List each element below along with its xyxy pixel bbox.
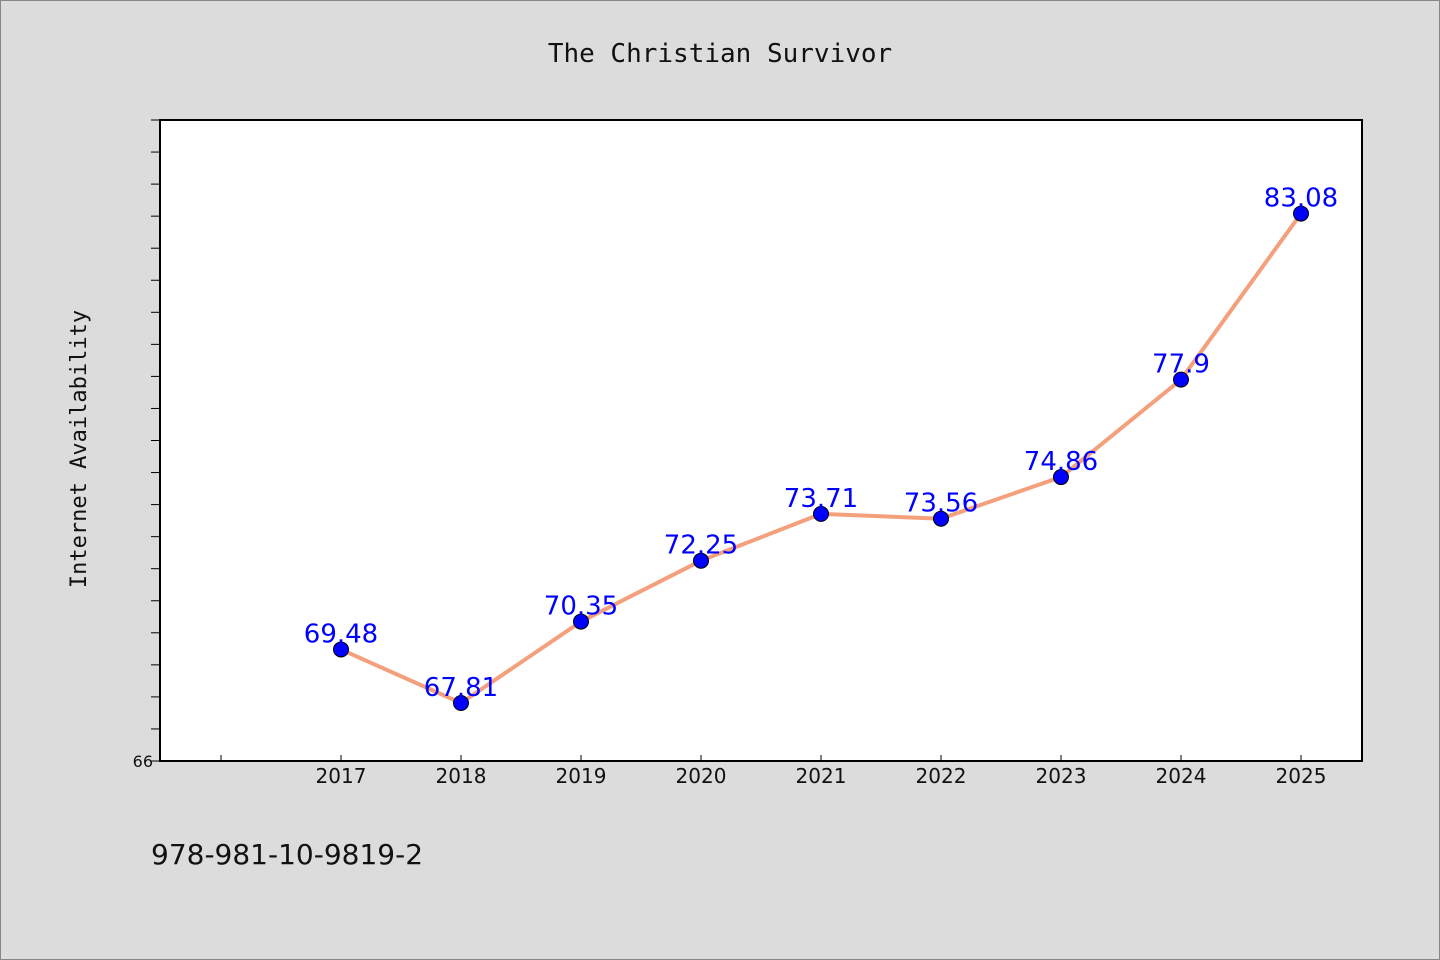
chart-title: The Christian Survivor bbox=[548, 39, 892, 69]
data-point bbox=[573, 613, 589, 630]
data-label: 69.48 bbox=[304, 619, 378, 649]
x-tick-label: 2023 bbox=[1036, 764, 1087, 788]
x-tick-label: 2020 bbox=[676, 764, 727, 788]
data-labels: 69.48 67.81 70.35 72.25 73.71 73.56 74.86 77.9 8… bbox=[304, 184, 1338, 703]
x-tick-label: 2025 bbox=[1276, 764, 1327, 788]
data-markers bbox=[333, 205, 1309, 711]
x-tick-label: 2019 bbox=[556, 764, 607, 788]
data-point bbox=[693, 552, 709, 569]
x-tick-label: 2021 bbox=[796, 764, 847, 788]
x-tick-label: 2024 bbox=[1156, 764, 1207, 788]
x-tick-label: 2022 bbox=[916, 764, 967, 788]
data-point bbox=[1173, 371, 1189, 388]
data-point bbox=[1053, 469, 1069, 486]
footer-code: 978-981-10-9819-2 bbox=[151, 838, 423, 871]
data-label: 77.9 bbox=[1152, 350, 1210, 380]
data-label: 83.08 bbox=[1264, 184, 1338, 214]
data-point bbox=[333, 641, 349, 658]
plot-area bbox=[159, 119, 1363, 762]
data-point bbox=[813, 505, 829, 522]
data-point bbox=[453, 694, 469, 711]
data-label: 74.86 bbox=[1024, 447, 1098, 477]
y-axis-label: Internet Availability bbox=[67, 310, 92, 588]
data-label: 67.81 bbox=[424, 673, 498, 703]
data-label: 73.71 bbox=[784, 484, 858, 514]
y-axis: 66 bbox=[133, 119, 160, 771]
data-point bbox=[1293, 205, 1309, 222]
x-axis: 2017 2018 2019 2020 2021 2022 2023 2024 2025 bbox=[220, 755, 1327, 788]
data-label: 72.25 bbox=[664, 531, 738, 561]
y-tick-label: 66 bbox=[133, 752, 153, 771]
data-point bbox=[933, 510, 949, 527]
data-label: 73.56 bbox=[904, 489, 978, 519]
x-tick-label: 2018 bbox=[436, 764, 487, 788]
x-tick-label: 2017 bbox=[316, 764, 367, 788]
data-label: 70.35 bbox=[544, 592, 618, 622]
